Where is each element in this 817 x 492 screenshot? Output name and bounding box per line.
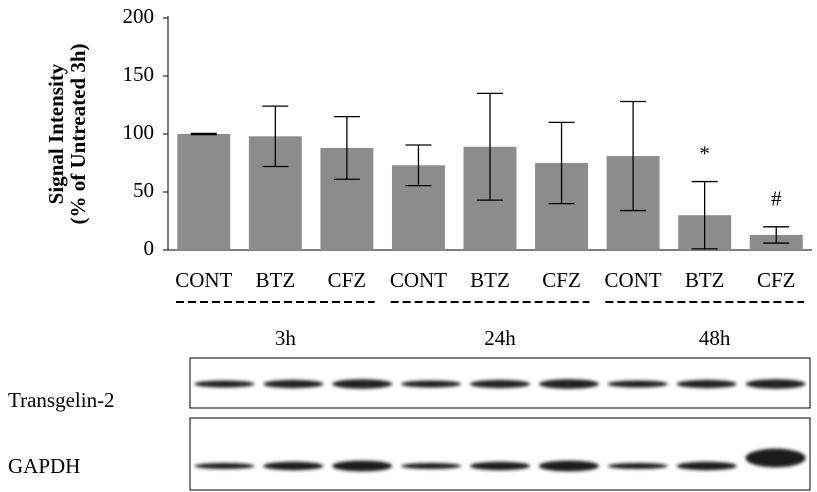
- blot-band: [746, 449, 806, 468]
- bar: [177, 134, 230, 250]
- blot-band: [746, 379, 806, 388]
- significance-marker: *: [699, 141, 710, 165]
- blot-band: [608, 381, 668, 388]
- blot-label: GAPDH: [8, 454, 80, 478]
- blot-band: [263, 462, 323, 470]
- blot-band: [470, 462, 530, 470]
- y-axis-title: Signal Intensity (% of Untreated 3h): [44, 43, 90, 224]
- group-label: 3h: [275, 326, 297, 350]
- error-bar: [191, 133, 217, 134]
- blot-label: Transgelin-2: [8, 388, 115, 412]
- y-axis-title-line: Signal Intensity: [44, 63, 68, 204]
- group-label: 48h: [699, 326, 731, 350]
- x-tick-label: CFZ: [757, 268, 796, 292]
- x-tick-label: CFZ: [328, 268, 367, 292]
- blot-band: [401, 463, 461, 469]
- x-tick-label: BTZ: [685, 268, 725, 292]
- x-tick-label: BTZ: [470, 268, 510, 292]
- blot-band: [470, 380, 530, 388]
- blot-band: [332, 379, 392, 388]
- blot-band: [539, 461, 599, 472]
- x-tick-label: CONT: [605, 268, 662, 292]
- y-tick-label: 150: [123, 62, 155, 86]
- blot-band: [539, 379, 599, 388]
- x-tick-label: CFZ: [542, 268, 581, 292]
- y-tick-label: 50: [133, 178, 154, 202]
- x-tick-label: CONT: [175, 268, 232, 292]
- blot-band: [401, 381, 461, 388]
- y-axis-title-line: (% of Untreated 3h): [66, 43, 90, 224]
- blot-band: [608, 463, 668, 469]
- blot-band: [677, 380, 737, 388]
- blot-band: [194, 381, 254, 388]
- y-tick-label: 100: [123, 120, 155, 144]
- y-tick-label: 200: [123, 4, 155, 28]
- blot-band: [194, 463, 254, 469]
- blot-frame: [190, 418, 810, 490]
- y-tick-label: 0: [144, 236, 155, 260]
- x-tick-label: CONT: [390, 268, 447, 292]
- group-label: 24h: [484, 326, 516, 350]
- blot-band: [332, 461, 392, 472]
- significance-marker: #: [771, 187, 782, 211]
- x-tick-label: BTZ: [255, 268, 295, 292]
- blot-band: [677, 462, 737, 470]
- figure: Signal Intensity (% of Untreated 3h) Tra…: [0, 0, 817, 492]
- blot-band: [263, 380, 323, 388]
